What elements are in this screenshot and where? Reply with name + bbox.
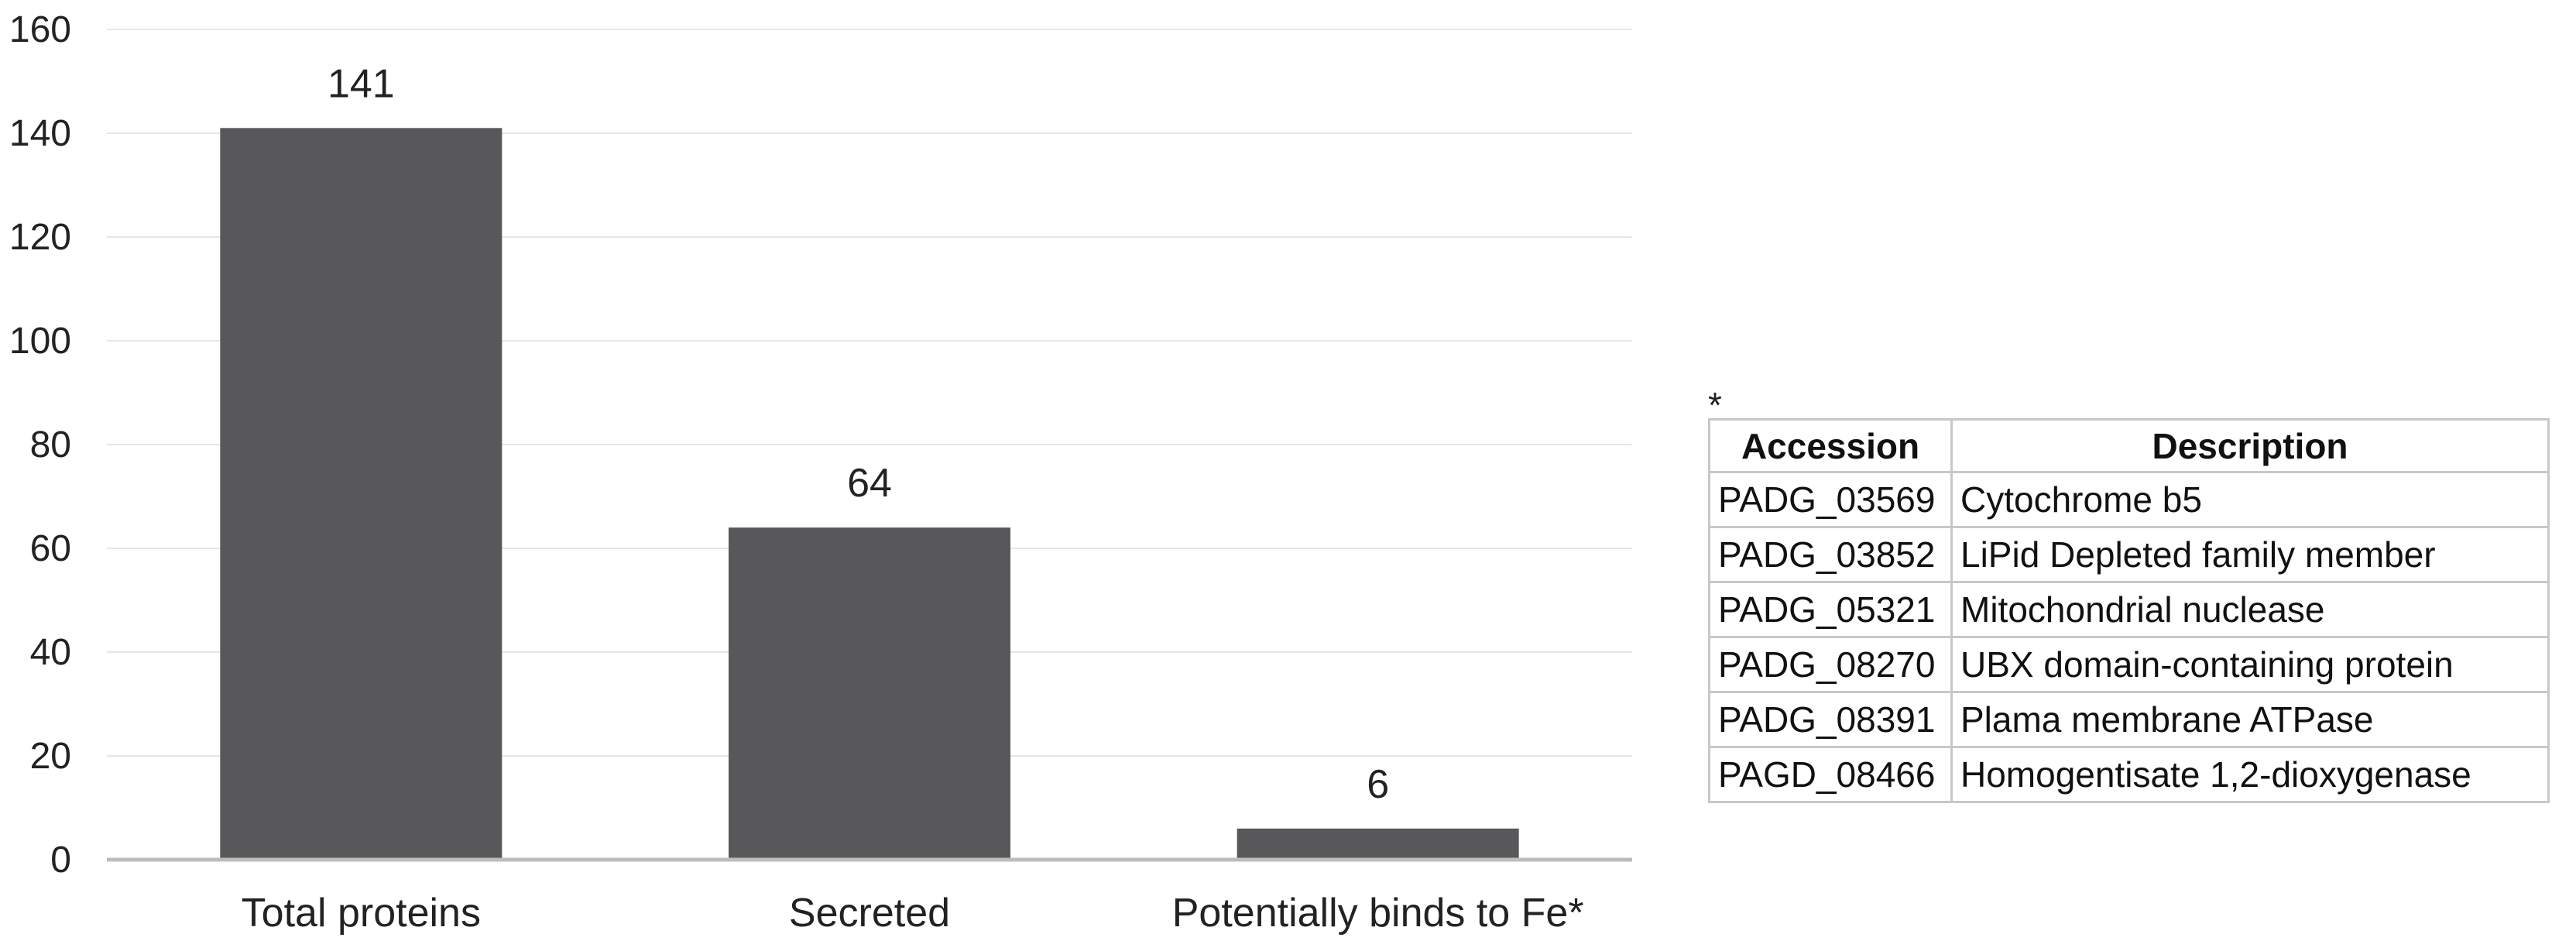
table-row: PADG_08270 UBX domain-containing protein [1708, 636, 2550, 693]
description-cell: UBX domain-containing protein [1950, 636, 2550, 693]
y-axis-ticks: 0 20 40 60 80 100 120 140 160 [9, 9, 71, 881]
data-label: 6 [1367, 762, 1389, 807]
footnote-panel: * Accession Description PADG_03569 Cytoc… [1708, 387, 2550, 803]
footnote-marker: * [1708, 385, 1722, 425]
accession-cell: PADG_05321 [1708, 581, 1953, 638]
data-labels: 141 64 6 [328, 61, 1389, 807]
table-row: PADG_05321 Mitochondrial nuclease [1708, 581, 2550, 638]
accession-cell: PADG_03852 [1708, 526, 1953, 583]
y-tick-label: 40 [30, 632, 71, 673]
x-tick-label: Potentially binds to Fe* [1172, 891, 1584, 936]
bars [220, 128, 1519, 860]
bar [1237, 828, 1519, 860]
column-header-accession: Accession [1708, 418, 1953, 473]
bar [220, 128, 503, 860]
description-cell: Homogentisate 1,2-dioxygenase [1950, 746, 2550, 803]
x-axis-ticks: Total proteins Secreted Potentially binds … [242, 891, 1584, 936]
y-tick-label: 140 [9, 113, 71, 154]
accession-cell: PAGD_08466 [1708, 746, 1953, 803]
table-row: PADG_03569 Cytochrome b5 [1708, 471, 2550, 528]
y-tick-label: 0 [50, 840, 71, 881]
description-cell: Cytochrome b5 [1950, 471, 2550, 528]
description-cell: LiPid Depleted family member [1950, 526, 2550, 583]
y-tick-label: 80 [30, 424, 71, 465]
x-tick-label: Total proteins [242, 891, 481, 936]
table-row: PAGD_08466 Homogentisate 1,2-dioxygenase [1708, 746, 2550, 803]
y-tick-label: 160 [9, 9, 71, 50]
bar-chart: 0 20 40 60 80 100 120 140 160 141 64 6 Total prote… [9, 9, 1632, 936]
description-cell: Plama membrane ATPase [1950, 691, 2550, 748]
x-tick-label: Secreted [789, 891, 950, 936]
bar [729, 527, 1010, 860]
data-label: 64 [847, 461, 892, 506]
table-row: PADG_03852 LiPid Depleted family member [1708, 526, 2550, 583]
y-tick-label: 20 [30, 736, 71, 777]
y-tick-label: 120 [9, 217, 71, 258]
accession-cell: PADG_08270 [1708, 636, 1953, 693]
y-tick-label: 100 [9, 321, 71, 362]
accession-cell: PADG_08391 [1708, 691, 1953, 748]
table-row: PADG_08391 Plama membrane ATPase [1708, 691, 2550, 748]
accession-cell: PADG_03569 [1708, 471, 1953, 528]
description-cell: Mitochondrial nuclease [1950, 581, 2550, 638]
table-header-row: Accession Description [1708, 418, 2550, 473]
data-label: 141 [328, 61, 395, 106]
accession-table: Accession Description PADG_03569 Cytochr… [1708, 418, 2550, 803]
y-tick-label: 60 [30, 528, 71, 569]
column-header-description: Description [1950, 418, 2550, 473]
